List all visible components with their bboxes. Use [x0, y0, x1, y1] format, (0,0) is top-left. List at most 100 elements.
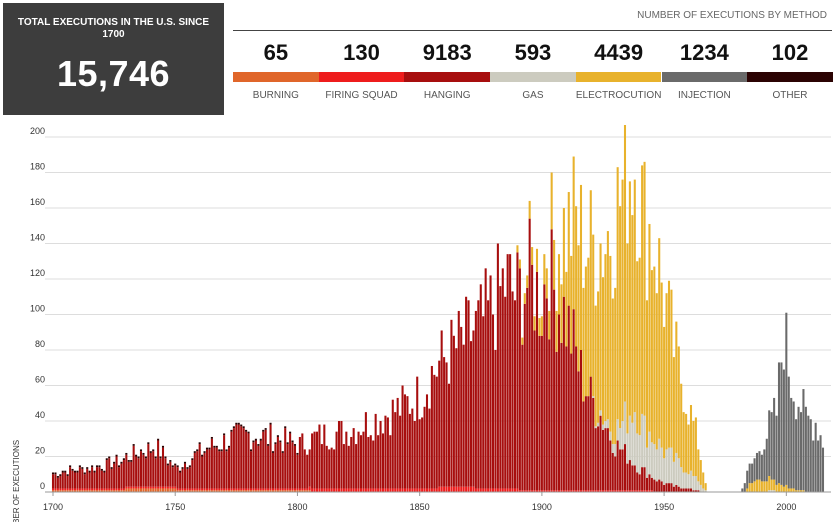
bar-hanging	[210, 438, 213, 489]
bar-hanging	[223, 435, 226, 489]
method-color-bar	[490, 72, 576, 82]
bar-burning	[88, 490, 91, 492]
bar-firing-squad	[122, 488, 125, 491]
bar-firing-squad	[367, 488, 370, 492]
bar-firing-squad	[254, 488, 257, 491]
bar-other	[220, 449, 223, 452]
bar-firing-squad	[113, 488, 116, 491]
bar-firing-squad	[357, 488, 360, 492]
bar-firing-squad	[460, 486, 463, 492]
bar-hanging	[337, 421, 341, 489]
bar-electrocution	[531, 247, 534, 265]
bar-firing-squad	[186, 488, 189, 491]
bar-gas	[601, 424, 605, 430]
bar-electrocution	[655, 293, 658, 450]
x-tick-label: 1800	[287, 502, 307, 512]
bar-other	[227, 445, 231, 448]
bar-injection	[743, 483, 746, 493]
bar-other	[66, 474, 69, 477]
bar-electrocution	[521, 337, 524, 345]
bar-hanging	[430, 365, 433, 489]
bar-firing-squad	[347, 488, 350, 492]
bar-hanging	[621, 449, 624, 491]
bar-hanging	[301, 433, 304, 489]
bar-gas	[770, 490, 773, 492]
bar-other	[171, 465, 174, 468]
method-other: 102 OTHER	[747, 32, 833, 101]
method-count: 593	[514, 40, 552, 65]
bar-burning	[149, 488, 152, 492]
bar-burning	[257, 490, 260, 492]
bar-electrocution	[685, 413, 688, 473]
bar-hanging	[159, 458, 162, 487]
bar-other	[208, 447, 211, 450]
bar-hanging	[577, 371, 580, 491]
bar-burning	[235, 490, 238, 492]
bar-burning	[286, 490, 289, 492]
bar-firing-squad	[342, 488, 345, 492]
bar-hanging	[616, 440, 619, 491]
bar-burning	[125, 488, 128, 492]
bar-electrocution	[628, 181, 631, 416]
bar-hanging	[157, 440, 160, 487]
y-tick-label: 100	[30, 304, 45, 314]
method-injection: 1234 INJECTION	[661, 32, 748, 101]
bar-burning	[191, 490, 194, 492]
bar-burning	[78, 490, 81, 492]
bar-gas	[667, 447, 671, 484]
bar-firing-squad	[467, 486, 470, 492]
bar-electrocution	[540, 316, 543, 336]
bar-electrocution	[697, 449, 700, 482]
bar-burning	[130, 488, 133, 492]
methods-header-rule	[233, 30, 832, 31]
bar-hanging	[526, 287, 529, 491]
bar-firing-squad	[203, 488, 206, 491]
bar-firing-squad	[257, 488, 260, 491]
bar-burning	[267, 490, 270, 492]
bar-other	[281, 451, 284, 453]
bar-other	[176, 465, 179, 468]
bar-electrocution	[773, 479, 776, 491]
methods-header: NUMBER OF EXECUTIONS BY METHOD	[637, 10, 827, 21]
bar-burning	[137, 488, 140, 492]
bar-hanging	[477, 300, 480, 489]
bar-hanging	[565, 346, 568, 491]
bar-hanging	[298, 436, 301, 489]
bar-firing-squad	[306, 488, 309, 491]
bar-other	[56, 476, 59, 478]
bar-hanging	[445, 362, 448, 487]
bar-burning	[71, 490, 74, 492]
bar-hanging	[587, 396, 590, 491]
bar-firing-squad	[159, 486, 162, 489]
bar-firing-squad	[611, 490, 614, 492]
bar-hanging	[381, 433, 385, 489]
method-name: FIRING SQUAD	[325, 90, 398, 101]
bar-injection	[809, 419, 812, 492]
bar-hanging	[391, 399, 394, 489]
bar-hanging	[489, 275, 492, 489]
bar-electrocution	[609, 255, 612, 432]
bar-firing-squad	[548, 490, 551, 492]
bar-burning	[264, 490, 267, 492]
bar-firing-squad	[164, 486, 167, 489]
bar-hanging	[81, 468, 84, 489]
bar-hanging	[386, 417, 389, 489]
bar-hanging	[425, 394, 429, 489]
bar-burning	[171, 488, 174, 492]
bar-electrocution	[782, 486, 785, 492]
bar-firing-squad	[633, 490, 636, 492]
bar-firing-squad	[198, 488, 201, 491]
bar-hanging	[694, 490, 697, 492]
bar-firing-squad	[320, 488, 323, 492]
bar-hanging	[144, 458, 147, 487]
bar-firing-squad	[521, 490, 524, 492]
bar-burning	[274, 490, 277, 492]
total-executions-label: TOTAL EXECUTIONS IN THE U.S. SINCE 1700	[17, 17, 210, 40]
bar-other	[164, 456, 167, 459]
bar-firing-squad	[462, 486, 465, 492]
bar-hanging	[467, 300, 470, 487]
bar-gas	[663, 458, 666, 485]
bar-firing-squad	[545, 490, 548, 492]
bar-burning	[227, 490, 231, 492]
bar-hanging	[455, 348, 458, 487]
